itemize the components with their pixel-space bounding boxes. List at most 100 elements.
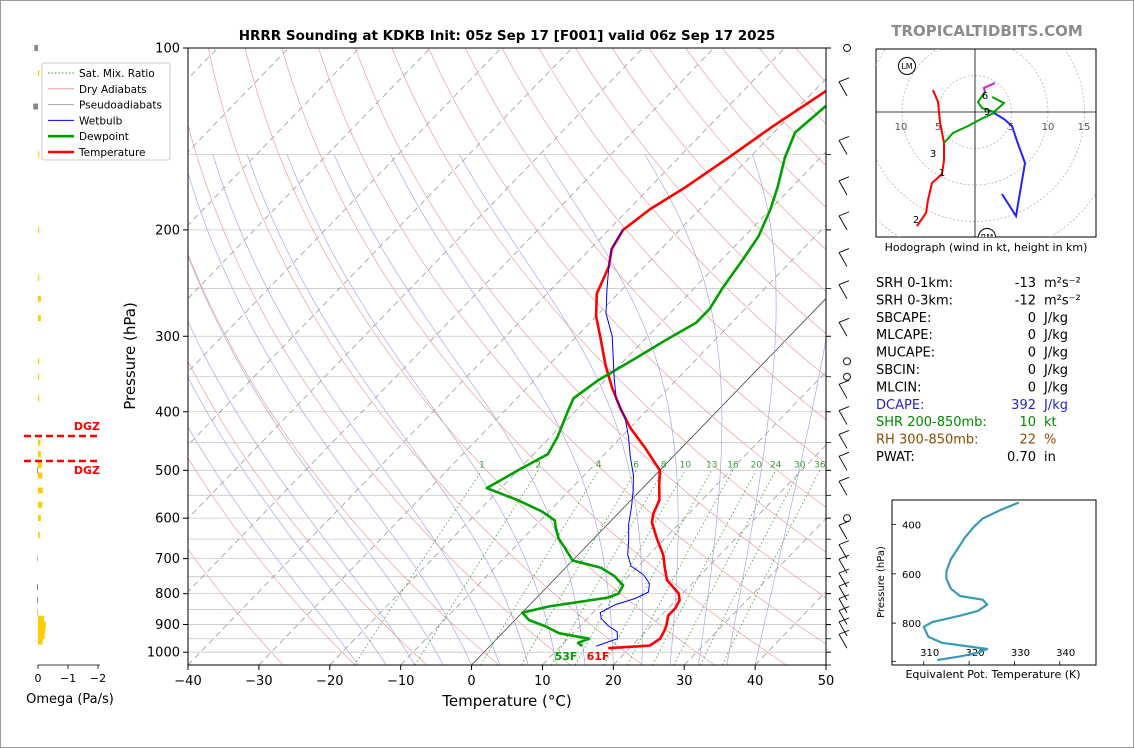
x-tick-label: 20 bbox=[605, 674, 622, 689]
index-unit: J/kg bbox=[1043, 328, 1068, 343]
omega-bar-rising bbox=[38, 621, 46, 628]
wind-barb-staff bbox=[838, 456, 848, 471]
calm-wind-circle bbox=[843, 372, 851, 381]
omega-bar-rising bbox=[38, 515, 41, 522]
y-axis-label: Pressure (hPa) bbox=[121, 302, 139, 410]
omega-bar-rising bbox=[38, 395, 40, 402]
omega-bar-rising bbox=[38, 439, 41, 446]
hodograph-rm-label: RM bbox=[981, 233, 994, 242]
surface-temp-label: 61F bbox=[587, 650, 610, 663]
x-tick-label: 40 bbox=[747, 674, 764, 689]
index-value: 10 bbox=[1019, 415, 1036, 430]
omega-panel: 0 −1 −2 Omega (Pa/s) DGZ DGZ bbox=[24, 45, 114, 707]
pseudoadiabat bbox=[188, 254, 444, 665]
y-tick-label: 100 bbox=[155, 42, 180, 57]
pseudoadiabat bbox=[212, 154, 501, 665]
mix-ratio-label: 2 bbox=[535, 460, 541, 470]
hodograph-height-label: 6 bbox=[982, 91, 988, 102]
isotherm bbox=[613, 444, 826, 665]
hodograph: 10 5 5 10 15 1 2 3 6 9 LM RM Hodograph (wind in kt,… bbox=[875, 48, 1097, 254]
wind-barb-flag bbox=[838, 540, 850, 546]
x-axis-ticks: −40 −30 −20 −10 0 10 20 30 40 50 bbox=[174, 665, 834, 689]
wind-barb-flag bbox=[838, 606, 850, 611]
wind-barb-staff bbox=[838, 322, 848, 337]
isotherm bbox=[188, 48, 289, 153]
hodograph-ring-label: 10 bbox=[895, 122, 908, 133]
isotherm bbox=[542, 371, 826, 665]
dry-adiabat bbox=[188, 253, 499, 665]
legend-entry: Dry Adiabats bbox=[79, 84, 147, 96]
legend: Sat. Mix. Ratio Dry Adiabats Pseudoadiabat… bbox=[41, 62, 171, 161]
wind-barb-flag bbox=[838, 406, 850, 411]
omega-bar-rising bbox=[38, 472, 43, 479]
hodograph-caption: Hodograph (wind in kt, height in km) bbox=[885, 241, 1088, 254]
index-unit: J/kg bbox=[1043, 380, 1068, 395]
pseudoadiabat bbox=[644, 154, 723, 665]
wind-barb-flag bbox=[838, 176, 850, 182]
x-tick-label: 10 bbox=[534, 674, 551, 689]
mix-ratio-label: 6 bbox=[633, 460, 639, 470]
dry-adiabat bbox=[575, 48, 826, 335]
index-unit: m²s⁻² bbox=[1044, 276, 1081, 291]
y-tick-label: 1000 bbox=[147, 646, 180, 661]
legend-entry: Wetbulb bbox=[79, 115, 123, 127]
wind-barb-flag bbox=[838, 77, 850, 83]
dry-adiabat bbox=[464, 48, 826, 464]
background-lines bbox=[188, 48, 826, 665]
pseudoadiabat bbox=[390, 154, 614, 665]
isotherm bbox=[188, 48, 573, 446]
omega-bar-sinking bbox=[34, 45, 38, 51]
isotherm bbox=[471, 297, 826, 665]
mix-ratio-line bbox=[521, 470, 637, 665]
mix-ratio-line bbox=[480, 470, 600, 665]
hodograph-ring-label: 5 bbox=[935, 122, 941, 133]
wind-barb-flag bbox=[838, 594, 850, 600]
omega-bar-rising bbox=[38, 638, 43, 645]
mix-ratio-line bbox=[353, 470, 483, 665]
hodograph-height-label: 1 bbox=[939, 168, 945, 179]
wind-barb-staff bbox=[838, 180, 848, 196]
index-name: MUCAPE: bbox=[876, 346, 935, 361]
index-value: 0 bbox=[1028, 380, 1036, 395]
pseudoadiabat bbox=[188, 426, 359, 665]
mix-ratio-line bbox=[721, 470, 821, 665]
pseudoadiabat bbox=[188, 171, 472, 665]
dry-adiabat bbox=[188, 457, 356, 665]
legend-entry: Sat. Mix. Ratio bbox=[79, 68, 155, 80]
calm-wind-circle bbox=[843, 44, 851, 52]
isotherm bbox=[683, 517, 826, 665]
isotherm bbox=[188, 48, 360, 226]
wind-barb-flag bbox=[838, 379, 850, 385]
y-tick-label: 900 bbox=[155, 618, 180, 633]
index-name: SRH 0-3km: bbox=[876, 293, 953, 308]
wind-barb-flag bbox=[838, 317, 850, 323]
isotherm bbox=[188, 48, 715, 593]
hodograph-lm-marker bbox=[898, 57, 916, 75]
hodograph-content: 10 5 5 10 15 1 2 3 6 9 LM RM bbox=[876, 49, 1096, 242]
index-unit: % bbox=[1044, 433, 1056, 448]
index-name: PWAT: bbox=[876, 450, 915, 465]
mix-ratio-labels: 1 2 4 6 8 10 13 16 20 24 30 36 bbox=[479, 460, 826, 470]
index-value: -12 bbox=[1015, 293, 1036, 308]
theta-e-profile bbox=[922, 501, 1020, 662]
isotherm bbox=[188, 48, 431, 300]
dry-adiabat bbox=[188, 548, 284, 665]
mix-ratio-label: 1 bbox=[479, 460, 485, 470]
wind-barb-staff bbox=[838, 572, 848, 588]
omega-bar-rising bbox=[38, 295, 41, 302]
omega-label: Omega (Pa/s) bbox=[26, 692, 114, 707]
mix-ratio-line bbox=[699, 470, 801, 665]
wind-barb-staff bbox=[838, 634, 848, 649]
pseudoadiabat bbox=[286, 154, 557, 665]
wind-barb-flag bbox=[838, 248, 850, 253]
mix-ratio-label: 36 bbox=[814, 460, 826, 470]
omega-bar-rising bbox=[38, 462, 42, 469]
isotherm bbox=[329, 151, 826, 665]
wind-barb-flag bbox=[838, 280, 850, 286]
index-name: SHR 200-850mb: bbox=[876, 415, 987, 430]
pseudoadiabat bbox=[458, 154, 644, 665]
wind-barb-flag bbox=[838, 629, 850, 635]
wind-barb-staff bbox=[838, 81, 848, 97]
mix-ratio-label: 16 bbox=[727, 460, 739, 470]
